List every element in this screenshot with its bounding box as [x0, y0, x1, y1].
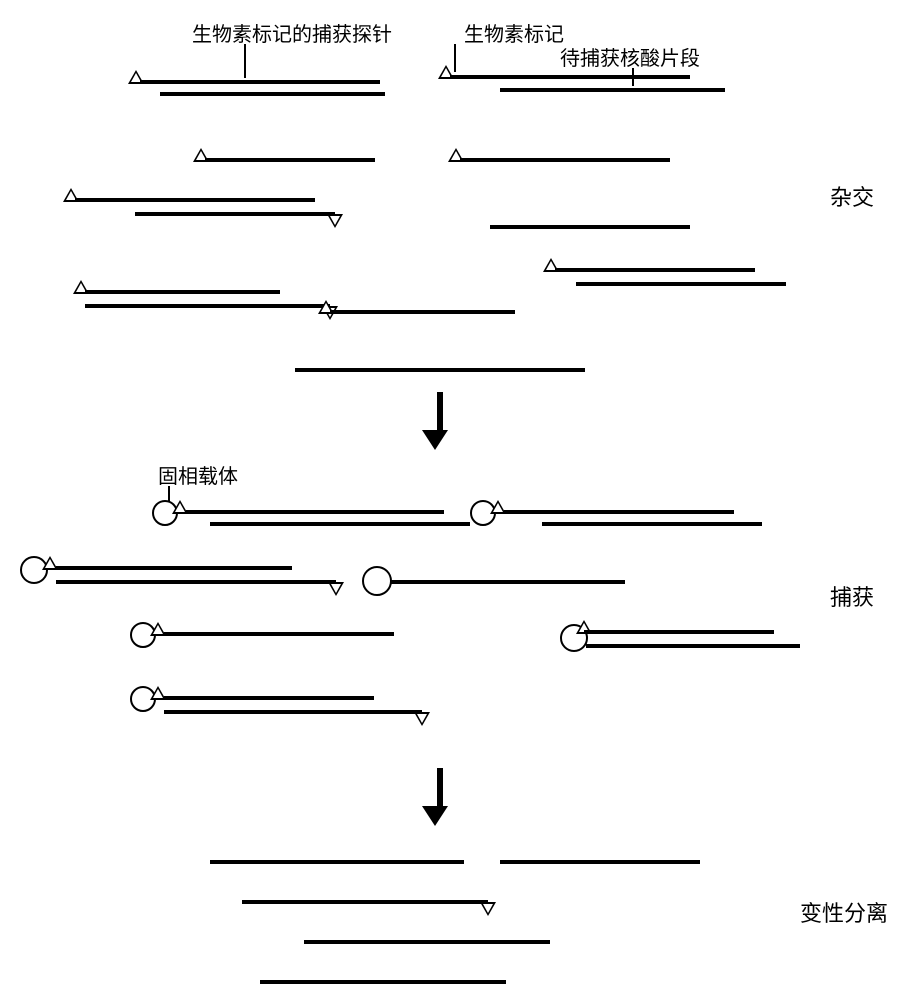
fragment-strand [242, 900, 488, 904]
probe-strand [330, 310, 515, 314]
flow-arrow-icon [432, 392, 448, 450]
fragment-strand [210, 860, 464, 864]
stage-label-denature: 变性分离 [800, 896, 888, 928]
probe-strand [460, 158, 670, 162]
stage-label-capture: 捕获 [830, 580, 874, 612]
leader-probe [244, 44, 246, 78]
carrier-bead-icon [362, 566, 392, 596]
label-probe: 生物素标记的捕获探针 [192, 18, 392, 47]
fragment-strand [260, 980, 506, 984]
fragment-strand [304, 940, 550, 944]
flow-arrow-icon [432, 768, 448, 826]
leader-biotin [454, 44, 456, 72]
fragment-end-icon [328, 582, 344, 596]
probe-strand [504, 510, 734, 514]
fragment-strand [500, 88, 725, 92]
fragment-end-icon [327, 214, 343, 228]
label-biotin: 生物素标记 [464, 18, 564, 47]
probe-strand [186, 510, 444, 514]
fragment-end-icon [414, 712, 430, 726]
fragment-strand [576, 282, 786, 286]
diagram-canvas: 生物素标记的捕获探针 生物素标记 待捕获核酸片段 杂交 捕获 变性分离 [0, 0, 905, 1000]
probe-strand [140, 80, 380, 84]
probe-strand [164, 632, 394, 636]
probe-strand [75, 198, 315, 202]
stage-label-hybridization: 杂交 [830, 180, 874, 212]
fragment-strand [490, 225, 690, 229]
fragment-strand [85, 304, 330, 308]
fragment-strand [164, 710, 422, 714]
fragment-strand [160, 92, 385, 96]
probe-strand [584, 630, 774, 634]
probe-strand [164, 696, 374, 700]
probe-strand [205, 158, 375, 162]
label-fragment: 待捕获核酸片段 [560, 42, 700, 71]
fragment-strand [56, 580, 336, 584]
fragment-strand [135, 212, 335, 216]
fragment-strand [586, 644, 800, 648]
probe-strand [85, 290, 280, 294]
fragment-strand [542, 522, 762, 526]
fragment-strand [500, 860, 700, 864]
fragment-strand [295, 368, 585, 372]
label-carrier: 固相载体 [158, 460, 238, 489]
fragment-end-icon [480, 902, 496, 916]
probe-strand [555, 268, 755, 272]
probe-strand [450, 75, 690, 79]
fragment-strand [210, 522, 470, 526]
probe-strand [390, 580, 625, 584]
probe-strand [56, 566, 292, 570]
